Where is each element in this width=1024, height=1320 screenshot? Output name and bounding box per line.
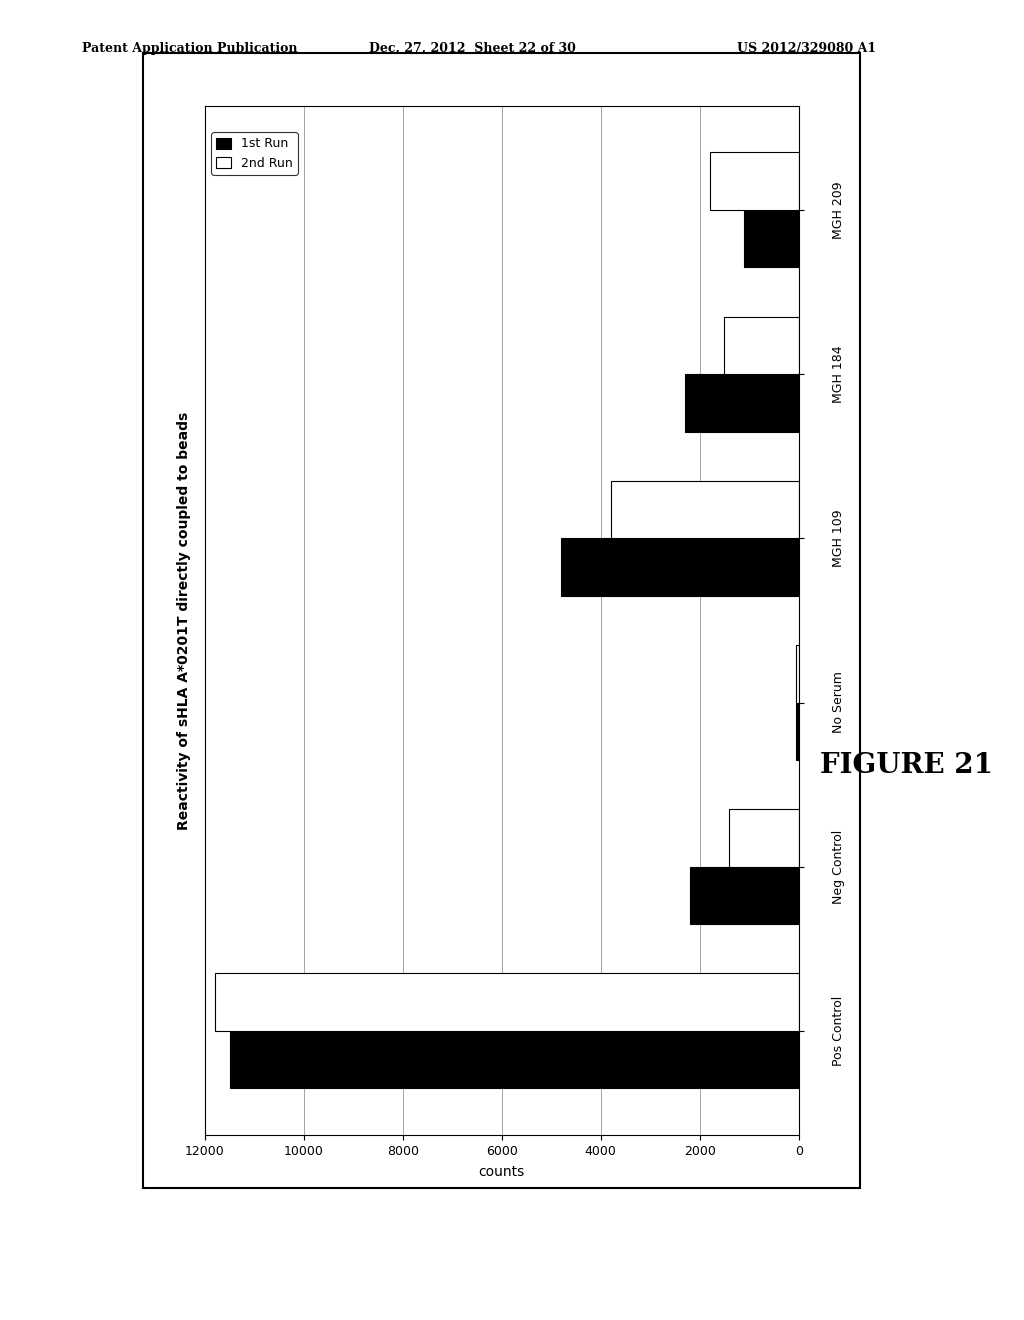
- X-axis label: counts: counts: [478, 1164, 525, 1179]
- Bar: [610, 480, 799, 539]
- Text: Patent Application Publication: Patent Application Publication: [82, 42, 297, 55]
- Text: FIGURE 21: FIGURE 21: [820, 752, 992, 779]
- Bar: [744, 210, 799, 268]
- Text: US 2012/329080 A1: US 2012/329080 A1: [737, 42, 877, 55]
- Bar: [215, 973, 799, 1031]
- Bar: [797, 645, 799, 702]
- Bar: [685, 374, 799, 432]
- Bar: [229, 1031, 799, 1089]
- Legend: 1st Run, 2nd Run: 1st Run, 2nd Run: [211, 132, 298, 174]
- Y-axis label: Reactivity of sHLA A*0201T directly coupled to beads: Reactivity of sHLA A*0201T directly coup…: [177, 412, 190, 829]
- Bar: [690, 867, 799, 924]
- Bar: [561, 539, 799, 595]
- Text: Dec. 27, 2012  Sheet 22 of 30: Dec. 27, 2012 Sheet 22 of 30: [369, 42, 575, 55]
- Bar: [797, 702, 799, 760]
- Bar: [710, 152, 799, 210]
- Bar: [729, 809, 799, 867]
- Bar: [725, 317, 799, 374]
